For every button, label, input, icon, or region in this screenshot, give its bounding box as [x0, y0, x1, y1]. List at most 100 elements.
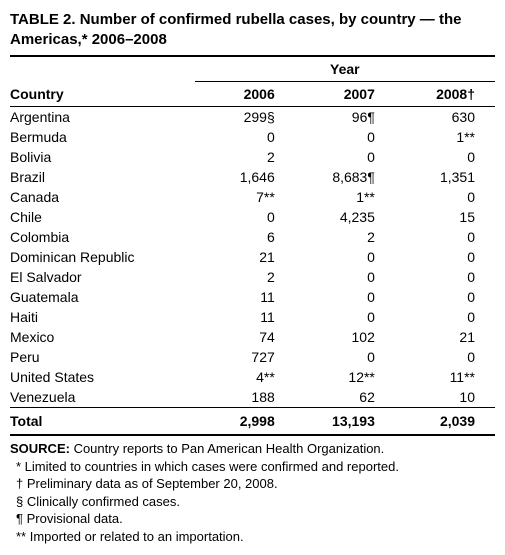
value-2008: 0: [395, 147, 495, 167]
country-cell: El Salvador: [10, 267, 195, 287]
value-2006: 7**: [195, 187, 295, 207]
table-row: Guatemala1100: [10, 287, 495, 307]
value-2008: 0: [395, 247, 495, 267]
total-label: Total: [10, 408, 195, 436]
year-2007-header: 2007: [295, 82, 395, 107]
country-cell: Chile: [10, 207, 195, 227]
value-2008: 1**: [395, 127, 495, 147]
value-2007: 4,235: [295, 207, 395, 227]
data-table: Year Country 2006 2007 2008† Argentina29…: [10, 55, 495, 436]
table-container: TABLE 2. Number of confirmed rubella cas…: [10, 10, 495, 545]
table-title: TABLE 2. Number of confirmed rubella cas…: [10, 10, 495, 49]
table-row: Haiti1100: [10, 307, 495, 327]
value-2008: 15: [395, 207, 495, 227]
table-row: Chile04,23515: [10, 207, 495, 227]
value-2008: 0: [395, 307, 495, 327]
total-row: Total 2,998 13,193 2,039: [10, 408, 495, 436]
table-row: Bermuda001**: [10, 127, 495, 147]
country-cell: Bermuda: [10, 127, 195, 147]
value-2007: 0: [295, 147, 395, 167]
value-2007: 0: [295, 347, 395, 367]
footnote-dblstar: ** Imported or related to an importation…: [10, 528, 495, 546]
value-2008: 630: [395, 107, 495, 128]
country-cell: Guatemala: [10, 287, 195, 307]
table-row: Canada7**1**0: [10, 187, 495, 207]
country-cell: Argentina: [10, 107, 195, 128]
table-row: Peru72700: [10, 347, 495, 367]
value-2008: 1,351: [395, 167, 495, 187]
value-2006: 21: [195, 247, 295, 267]
value-2008: 0: [395, 287, 495, 307]
value-2006: 0: [195, 207, 295, 227]
table-row: El Salvador200: [10, 267, 495, 287]
country-cell: Venezuela: [10, 387, 195, 408]
table-row: Argentina299§96¶630: [10, 107, 495, 128]
value-2006: 11: [195, 307, 295, 327]
value-2006: 11: [195, 287, 295, 307]
table-row: Venezuela1886210: [10, 387, 495, 408]
country-cell: Mexico: [10, 327, 195, 347]
value-2006: 2: [195, 147, 295, 167]
source-label: SOURCE:: [10, 441, 70, 456]
table-row: United States4**12**11**: [10, 367, 495, 387]
table-row: Mexico7410221: [10, 327, 495, 347]
value-2007: 1**: [295, 187, 395, 207]
value-2008: 10: [395, 387, 495, 408]
value-2007: 12**: [295, 367, 395, 387]
country-cell: Colombia: [10, 227, 195, 247]
value-2006: 1,646: [195, 167, 295, 187]
country-header: Country: [10, 82, 195, 107]
total-2008: 2,039: [395, 408, 495, 436]
year-header-row: Year: [10, 56, 495, 82]
value-2007: 62: [295, 387, 395, 408]
footnotes: SOURCE: Country reports to Pan American …: [10, 440, 495, 545]
footnote-star: * Limited to countries in which cases we…: [10, 458, 495, 476]
country-cell: Dominican Republic: [10, 247, 195, 267]
table-row: Bolivia200: [10, 147, 495, 167]
country-cell: Peru: [10, 347, 195, 367]
source-line: SOURCE: Country reports to Pan American …: [10, 440, 495, 458]
empty-header-cell: [10, 56, 195, 82]
total-2006: 2,998: [195, 408, 295, 436]
table-body: Argentina299§96¶630Bermuda001**Bolivia20…: [10, 107, 495, 408]
source-text: Country reports to Pan American Health O…: [70, 441, 384, 456]
value-2007: 0: [295, 287, 395, 307]
value-2006: 299§: [195, 107, 295, 128]
footnote-pilcrow: ¶ Provisional data.: [10, 510, 495, 528]
table-row: Dominican Republic2100: [10, 247, 495, 267]
country-cell: Haiti: [10, 307, 195, 327]
table-row: Brazil1,6468,683¶1,351: [10, 167, 495, 187]
value-2008: 0: [395, 227, 495, 247]
value-2007: 0: [295, 267, 395, 287]
footnote-dagger: † Preliminary data as of September 20, 2…: [10, 475, 495, 493]
value-2006: 4**: [195, 367, 295, 387]
total-2007: 13,193: [295, 408, 395, 436]
value-2008: 11**: [395, 367, 495, 387]
value-2008: 0: [395, 267, 495, 287]
footnote-section: § Clinically confirmed cases.: [10, 493, 495, 511]
year-2008-header: 2008†: [395, 82, 495, 107]
year-span-header: Year: [195, 56, 495, 82]
table-row: Colombia620: [10, 227, 495, 247]
value-2007: 8,683¶: [295, 167, 395, 187]
value-2007: 0: [295, 307, 395, 327]
year-2006-header: 2006: [195, 82, 295, 107]
value-2007: 0: [295, 247, 395, 267]
column-header-row: Country 2006 2007 2008†: [10, 82, 495, 107]
value-2006: 188: [195, 387, 295, 408]
value-2007: 96¶: [295, 107, 395, 128]
value-2007: 102: [295, 327, 395, 347]
value-2006: 6: [195, 227, 295, 247]
value-2006: 0: [195, 127, 295, 147]
value-2007: 0: [295, 127, 395, 147]
country-cell: United States: [10, 367, 195, 387]
country-cell: Canada: [10, 187, 195, 207]
value-2008: 0: [395, 187, 495, 207]
value-2006: 727: [195, 347, 295, 367]
country-cell: Bolivia: [10, 147, 195, 167]
value-2007: 2: [295, 227, 395, 247]
value-2008: 0: [395, 347, 495, 367]
value-2006: 74: [195, 327, 295, 347]
value-2006: 2: [195, 267, 295, 287]
value-2008: 21: [395, 327, 495, 347]
